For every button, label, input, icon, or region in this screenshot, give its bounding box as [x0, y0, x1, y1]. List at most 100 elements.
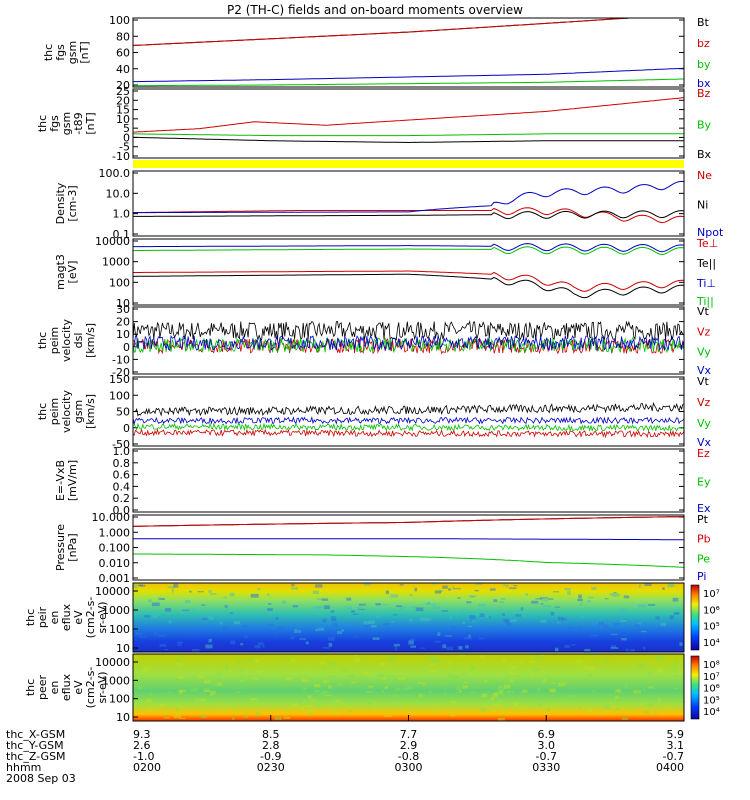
y-label-line: thc [24, 609, 37, 626]
y-label-line: eflux [60, 603, 73, 631]
y-label-line: -t89 [72, 112, 85, 134]
colorbar-label: 10⁶ [703, 605, 720, 616]
y-tick-label: 10000 [95, 656, 130, 669]
legend-Bt: Bt [697, 16, 710, 29]
series-Vx [132, 416, 685, 425]
y-tick-label: 100.0 [99, 167, 131, 180]
legend-Bz: Bz [697, 87, 711, 100]
y-tick-label: 60 [116, 47, 130, 60]
y-tick-label: 150 [109, 373, 130, 386]
series-by [132, 78, 684, 87]
y-label-line: (cm2-s- [84, 667, 97, 709]
legend-bz: bz [697, 37, 710, 50]
y-tick-label: -10 [112, 150, 130, 163]
y-label-line: [cm-3] [66, 185, 79, 221]
panel-e-field: 1.00.80.60.40.20.0 E=-VxB [mV/m] Ez Ey Ex [54, 445, 711, 517]
y-tick-label: 100 [109, 14, 130, 27]
legend-Vx: Vx [697, 364, 712, 377]
x-tick-label-x: 5.9 [667, 728, 685, 741]
y-tick-label: 1000 [102, 256, 130, 269]
series-Vt [132, 320, 685, 342]
figure-title: P2 (TH-C) fields and on-board moments ov… [227, 3, 523, 17]
legend-Vy: Vy [697, 417, 711, 430]
y-label-line: velocity [60, 319, 73, 362]
y-axis-label: thc peer en eflux eV (cm2-s-sr-eV) [24, 667, 109, 709]
series-Vy [132, 422, 685, 433]
colorbar-label: 10⁷ [703, 589, 720, 600]
x-axis-row-label: hhmm [6, 761, 41, 774]
colorbar-label: 10⁵ [703, 622, 720, 633]
series-Ti|| [133, 246, 685, 256]
x-tick-label-z: -0.7 [663, 750, 684, 763]
y-label-line: E=-VxB [54, 460, 67, 501]
y-label-line: sr-eV) [96, 601, 109, 633]
colorbar-label: 10⁴ [703, 638, 720, 649]
colorbar-label: 10⁵ [703, 695, 720, 706]
y-tick-label: 1000 [102, 604, 130, 617]
y-label-line: eflux [60, 673, 73, 701]
x-tick-label-x: 7.7 [400, 728, 418, 741]
y-axis-label: E=-VxB [mV/m] [54, 460, 79, 501]
spectrogram-texture [133, 654, 685, 722]
panel-frame [132, 238, 685, 306]
y-label-line: dsl [72, 333, 85, 349]
y-tick-label: 15 [116, 104, 130, 117]
y-label-line: [nT] [84, 112, 97, 134]
series-Bx [132, 136, 684, 144]
legend-Ti⊥: Ti⊥ [696, 277, 716, 290]
legend-Vt: Vt [697, 375, 710, 388]
y-label-line: [nPa] [66, 533, 79, 561]
colorbar-label: 10⁴ [703, 707, 720, 718]
y-tick-label: 20 [116, 79, 130, 92]
y-label-line: [km/s] [84, 394, 97, 429]
colorbar-label: 10⁶ [703, 684, 720, 695]
series-Pb [132, 516, 684, 527]
y-label-line: thc [42, 44, 55, 61]
x-tick-label-z: -1.0 [133, 750, 154, 763]
y-tick-label: -5 [119, 141, 130, 154]
y-label-line: (cm2-s- [84, 597, 97, 639]
legend-Ez: Ez [697, 447, 710, 460]
y-axis-label: magt3 [eV] [54, 254, 79, 290]
panel-density: 100.0 10.0 1.0 0.1 Density [cm-3] Ne Ni Npot [54, 167, 724, 241]
panel-peim-velocity-gsm: 150 100 50 0 -50 thc peim velocity gsm [km/s] Vt Vz… [36, 373, 712, 451]
flag-bar-fill [133, 160, 684, 168]
x-tick-label-x: 6.9 [538, 728, 556, 741]
y-tick-label: 30 [116, 303, 130, 316]
y-tick-label: 10000 [95, 585, 130, 598]
y-label-line: [nT] [78, 41, 91, 63]
y-tick-label: 100 [109, 693, 130, 706]
y-label-line: gsm [60, 112, 73, 135]
series-Pe [133, 553, 685, 568]
legend-Ni: Ni [697, 199, 708, 212]
x-tick-label-x: 9.3 [133, 728, 151, 741]
spectrogram-image [133, 583, 684, 652]
y-label-line: gsm [72, 400, 85, 423]
colorbar [690, 655, 700, 720]
panel-frame [132, 448, 685, 513]
series-Vt [132, 401, 685, 417]
y-label-line: eV [72, 680, 85, 695]
y-axis-label: thc peim velocity dsl [km/s] [36, 319, 97, 362]
y-tick-label: 10 [116, 113, 130, 126]
y-tick-label: 0 [123, 341, 130, 354]
y-tick-label: 50 [116, 406, 130, 419]
y-tick-label: 80 [116, 30, 130, 43]
legend-Pi: Pi [697, 570, 706, 583]
y-tick-label: 20 [116, 316, 130, 329]
y-label-line: fgs [48, 115, 61, 132]
legend-Ti||: Ti|| [696, 295, 714, 308]
y-tick-label: 5 [123, 122, 130, 135]
y-tick-label: 10.0 [106, 187, 131, 200]
y-tick-label: 25 [116, 85, 130, 98]
y-tick-label: 0.6 [113, 469, 131, 482]
y-tick-label: 10 [116, 642, 130, 655]
legend-bx: bx [697, 77, 711, 90]
y-tick-label: 0 [123, 422, 130, 435]
series-Pi [133, 538, 684, 541]
y-tick-label: -20 [112, 366, 130, 379]
